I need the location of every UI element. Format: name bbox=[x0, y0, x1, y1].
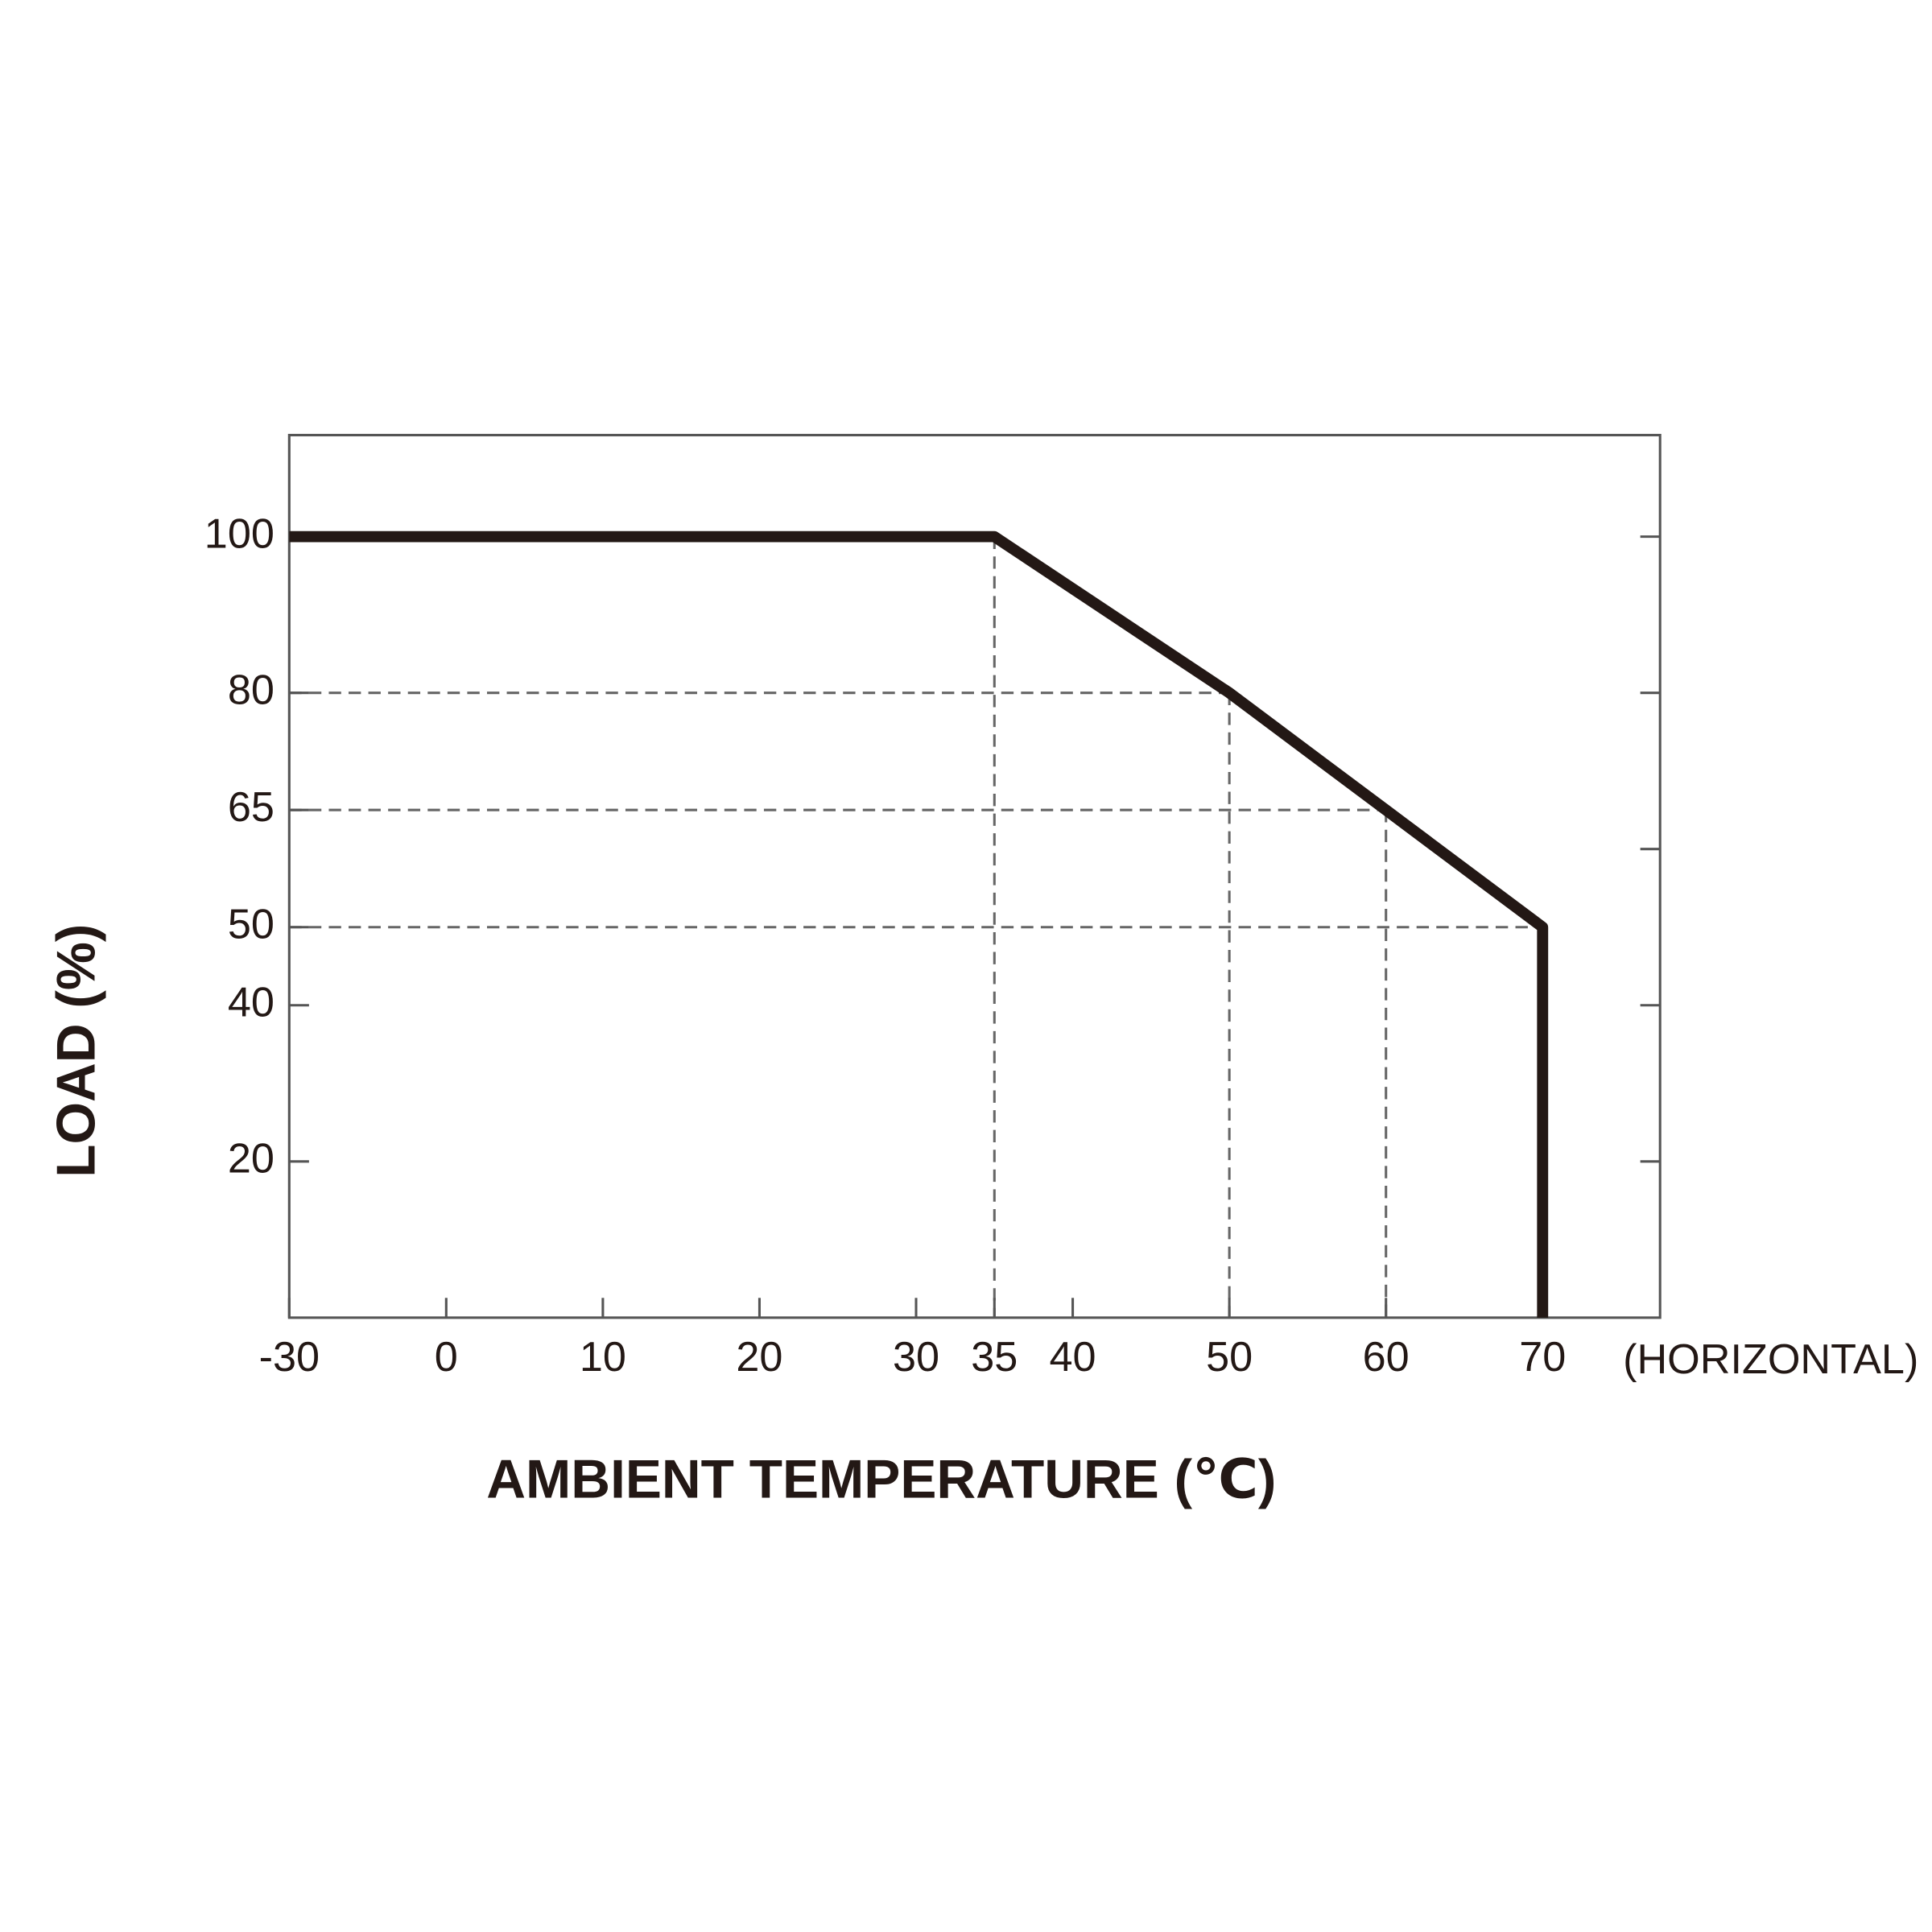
y-tick-label: 20 bbox=[228, 1136, 275, 1183]
x-tick-label: 60 bbox=[1363, 1334, 1410, 1381]
y-tick-label: 80 bbox=[228, 667, 275, 713]
x-tick-label: 0 bbox=[435, 1334, 458, 1381]
y-tick-label: 65 bbox=[228, 784, 275, 831]
y-tick-label: 100 bbox=[204, 510, 275, 557]
y-tick-label: 40 bbox=[228, 980, 275, 1026]
x-tick-label: 40 bbox=[1050, 1334, 1096, 1381]
x-axis-title: AMBIENT TEMPERATURE (℃) bbox=[486, 1449, 1276, 1509]
x-tick-label: 50 bbox=[1206, 1334, 1253, 1381]
y-tick-label: 50 bbox=[228, 902, 275, 948]
plot-frame bbox=[287, 433, 1662, 1319]
x-tick-label: 20 bbox=[736, 1334, 782, 1381]
axis-annotation: (HORIZONTAL) bbox=[1623, 1336, 1918, 1383]
y-axis-title: LOAD (%) bbox=[47, 924, 107, 1178]
x-tick-label: 70 bbox=[1519, 1334, 1566, 1381]
x-tick-label: 30 bbox=[893, 1334, 939, 1381]
x-tick-label: 10 bbox=[580, 1334, 626, 1381]
x-tick-label: -30 bbox=[259, 1334, 320, 1381]
derating-curve bbox=[289, 530, 1549, 1318]
x-tick-label: 35 bbox=[971, 1334, 1018, 1381]
